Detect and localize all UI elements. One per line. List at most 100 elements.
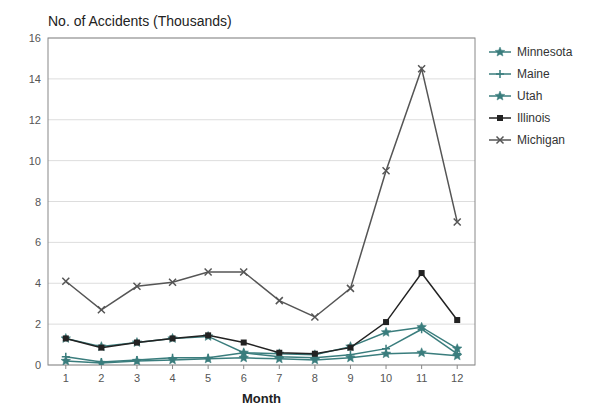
x-tick-label: 3 (134, 372, 140, 384)
plot-area (61, 65, 462, 365)
legend-marker (495, 47, 505, 56)
legend-marker (497, 115, 503, 121)
x-axis-label: Month (242, 391, 281, 406)
y-tick-label: 10 (29, 155, 41, 167)
point (418, 325, 426, 333)
x-tick (136, 365, 137, 369)
point (134, 340, 140, 346)
point (98, 345, 104, 351)
x-tick (386, 365, 387, 369)
y-tick-label: 14 (29, 73, 41, 85)
point (276, 350, 282, 356)
point (61, 356, 71, 365)
series (63, 270, 460, 357)
title: No. of Accidents (Thousands) (48, 13, 232, 29)
y-tick-label: 8 (35, 196, 41, 208)
x-tick (314, 365, 315, 369)
series (61, 348, 462, 365)
x-tick-label: 2 (98, 372, 104, 384)
x-tick (350, 365, 351, 369)
x-tick (101, 365, 102, 369)
x-tick-label: 12 (451, 372, 463, 384)
y-tick-label: 4 (35, 277, 41, 289)
y-tick-label: 12 (29, 114, 41, 126)
grid-line (48, 324, 475, 325)
x-tick-label: 8 (312, 372, 318, 384)
x-tick (208, 365, 209, 369)
point (170, 335, 176, 341)
grid-line (48, 283, 475, 284)
legend-marker (495, 91, 505, 100)
x-tick-label: 6 (241, 372, 247, 384)
x-tick-label: 10 (380, 372, 392, 384)
grid-line (48, 242, 475, 243)
point (98, 306, 105, 313)
y-tick-label: 6 (35, 236, 41, 248)
x-tick-label: 5 (205, 372, 211, 384)
plot-frame (48, 38, 475, 365)
point (347, 345, 353, 351)
point (454, 317, 460, 323)
point (205, 332, 211, 338)
legend: Minnesota Maine Utah Illinois Michigan (489, 45, 573, 147)
x-tick (457, 365, 458, 369)
point (97, 358, 107, 365)
x-tick-label: 7 (276, 372, 282, 384)
legend-label: Maine (517, 67, 550, 81)
point (61, 333, 71, 342)
point (168, 355, 178, 364)
point (63, 335, 69, 341)
x-tick-label: 1 (63, 372, 69, 384)
point (347, 285, 354, 292)
point (240, 269, 247, 276)
point (241, 340, 247, 346)
x-tick (243, 365, 244, 369)
point (133, 283, 140, 290)
legend-label: Illinois (517, 111, 550, 125)
axes: 0246810121416123456789101112 (29, 32, 475, 384)
point (276, 297, 283, 304)
point (454, 218, 461, 225)
point (205, 269, 212, 276)
grid-line (48, 119, 475, 120)
point (418, 65, 425, 72)
point (383, 319, 389, 325)
x-tick (421, 365, 422, 369)
point (311, 313, 318, 320)
y-tick-label: 2 (35, 318, 41, 330)
x-tick-label: 4 (169, 372, 175, 384)
point (346, 353, 356, 362)
point (419, 270, 425, 276)
x-tick (172, 365, 173, 369)
x-tick-label: 9 (347, 372, 353, 384)
x-tick (65, 365, 66, 369)
x-tick (279, 365, 280, 369)
x-tick-label: 11 (416, 372, 427, 384)
point (417, 348, 427, 357)
y-tick-label: 16 (29, 32, 41, 44)
line (66, 327, 457, 355)
line (66, 69, 457, 317)
legend-marker (496, 70, 504, 78)
y-tick-label: 0 (35, 359, 41, 371)
line (66, 329, 457, 362)
grid-line (48, 78, 475, 79)
chart: No. of Accidents (Thousands)024681012141… (0, 0, 595, 417)
point (62, 278, 69, 285)
grid-line (48, 201, 475, 202)
point (203, 354, 213, 363)
point (452, 351, 462, 360)
point (239, 353, 249, 362)
legend-label: Michigan (517, 133, 565, 147)
line (66, 273, 457, 354)
point (381, 349, 391, 358)
point (132, 356, 142, 365)
legend-label: Minnesota (517, 45, 573, 59)
series (62, 65, 460, 320)
legend-marker (497, 137, 504, 144)
point (169, 279, 176, 286)
point (381, 327, 391, 336)
legend-label: Utah (517, 89, 542, 103)
line (66, 353, 457, 363)
point (312, 351, 318, 357)
